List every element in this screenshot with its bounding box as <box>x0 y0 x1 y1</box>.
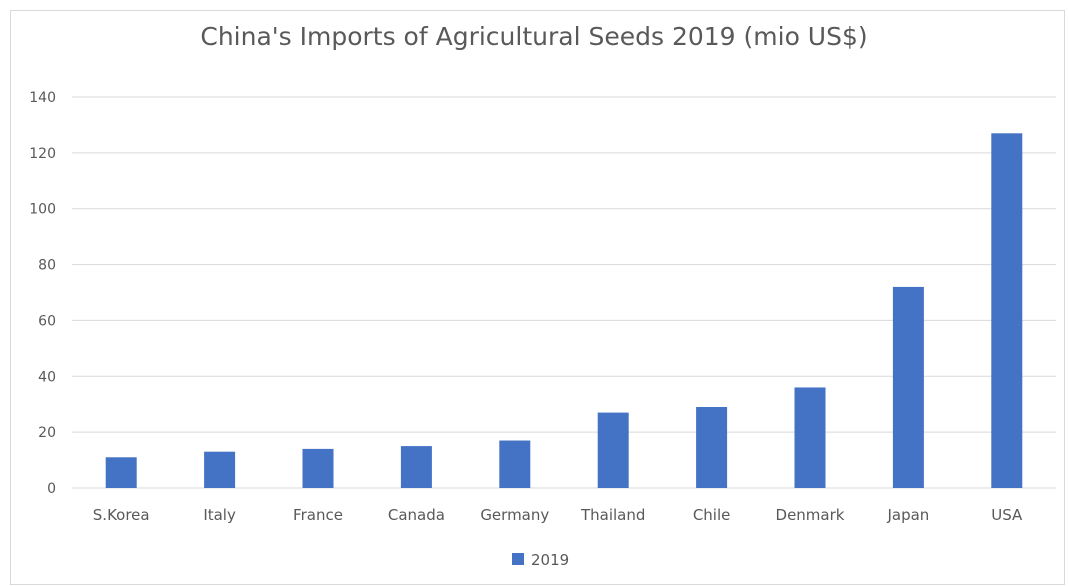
y-tick-label: 0 <box>47 481 56 497</box>
x-tick-label: Canada <box>388 506 445 524</box>
bar <box>696 407 728 488</box>
chart-title: China's Imports of Agricultural Seeds 20… <box>200 22 868 51</box>
bar <box>991 133 1023 489</box>
x-axis-labels: S.Korea Italy France Canada Germany Thailand C… <box>93 506 1023 524</box>
y-tick-label: 40 <box>38 369 56 385</box>
bar <box>204 451 236 488</box>
x-tick-label: Thailand <box>580 506 645 524</box>
legend-label: 2019 <box>531 551 569 569</box>
bars <box>105 133 1023 489</box>
x-tick-label: Japan <box>886 506 929 524</box>
x-tick-label: USA <box>991 506 1023 524</box>
bar <box>892 286 924 488</box>
chart-frame <box>10 10 1065 585</box>
bar <box>302 448 334 488</box>
bar <box>597 412 629 488</box>
x-tick-label: Denmark <box>776 506 845 524</box>
x-tick-label: Italy <box>203 506 236 524</box>
bar <box>400 446 432 488</box>
y-tick-label: 120 <box>29 146 56 162</box>
y-axis-labels: 0 20 40 60 80 100 120 140 <box>29 90 56 497</box>
legend-swatch <box>512 553 524 565</box>
gridlines <box>72 96 1056 489</box>
legend: 2019 <box>512 551 569 569</box>
y-tick-label: 20 <box>38 425 56 441</box>
bar <box>499 440 531 488</box>
x-tick-label: Chile <box>693 506 731 524</box>
bar <box>794 387 826 488</box>
bar <box>105 457 137 488</box>
y-tick-label: 60 <box>38 313 56 329</box>
x-tick-label: France <box>293 506 343 524</box>
y-tick-label: 100 <box>29 202 56 218</box>
x-tick-label: S.Korea <box>93 506 150 524</box>
x-tick-label: Germany <box>480 506 549 524</box>
y-tick-label: 140 <box>29 90 56 106</box>
y-tick-label: 80 <box>38 258 56 274</box>
